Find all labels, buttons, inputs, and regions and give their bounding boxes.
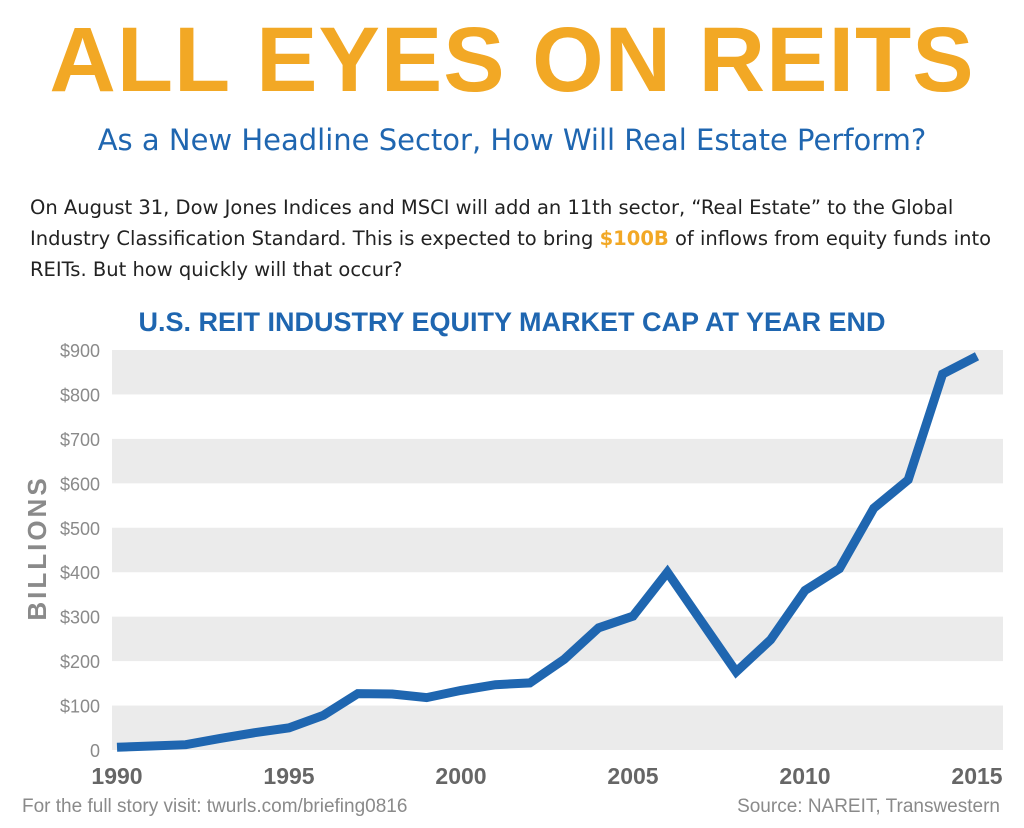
intro-paragraph: On August 31, Dow Jones Indices and MSCI… xyxy=(30,192,1005,285)
subheadline: As a New Headline Sector, How Will Real … xyxy=(97,123,927,157)
y-tick-label: $700 xyxy=(60,430,100,450)
footer-source: Source: NAREIT, Transwestern xyxy=(737,796,1000,817)
grid-band xyxy=(112,527,1003,573)
grid-band xyxy=(112,438,1003,484)
data-points xyxy=(116,356,978,748)
y-axis-label: BILLIONS xyxy=(22,475,52,620)
x-tick-label: 2010 xyxy=(779,763,830,789)
grid-band xyxy=(112,350,1003,395)
headline: ALL EYES ON REITS xyxy=(49,9,975,111)
x-tick-label: 2000 xyxy=(435,763,486,789)
x-tick-label: 2015 xyxy=(951,763,1002,789)
grid-band xyxy=(112,705,1003,750)
grid-bands xyxy=(112,350,1003,750)
x-axis-ticks: 1990 1995 2000 2005 2010 2015 xyxy=(91,763,1002,789)
footer-story-link[interactable]: For the full story visit: twurls.com/bri… xyxy=(22,796,408,817)
y-tick-label: $400 xyxy=(60,563,100,583)
series-line xyxy=(116,352,980,752)
y-tick-label: $900 xyxy=(60,341,100,361)
y-tick-label: $100 xyxy=(60,697,100,717)
y-tick-label: $600 xyxy=(60,474,100,494)
x-tick-label: 1990 xyxy=(91,763,142,789)
y-tick-label: $800 xyxy=(60,385,100,405)
chart-title: U.S. REIT INDUSTRY EQUITY MARKET CAP AT … xyxy=(138,307,886,337)
y-tick-label: $200 xyxy=(60,652,100,672)
y-tick-label: $500 xyxy=(60,519,100,539)
intro-text-start: On August 31, Dow Jones Indices and MSCI… xyxy=(30,196,954,250)
intro-text-end: of inflows from equity funds into REITs.… xyxy=(30,227,992,281)
intro-highlight-amount: $100B xyxy=(599,227,669,250)
x-tick-label: 1995 xyxy=(263,763,314,789)
y-tick-label: $300 xyxy=(60,608,100,628)
x-tick-label: 2005 xyxy=(607,763,658,789)
y-tick-label: 0 xyxy=(90,741,100,761)
grid-band xyxy=(112,616,1003,662)
y-axis-ticks: 0 $100 $200 $300 $400 $500 $600 $700 $800 $900 xyxy=(60,341,100,761)
